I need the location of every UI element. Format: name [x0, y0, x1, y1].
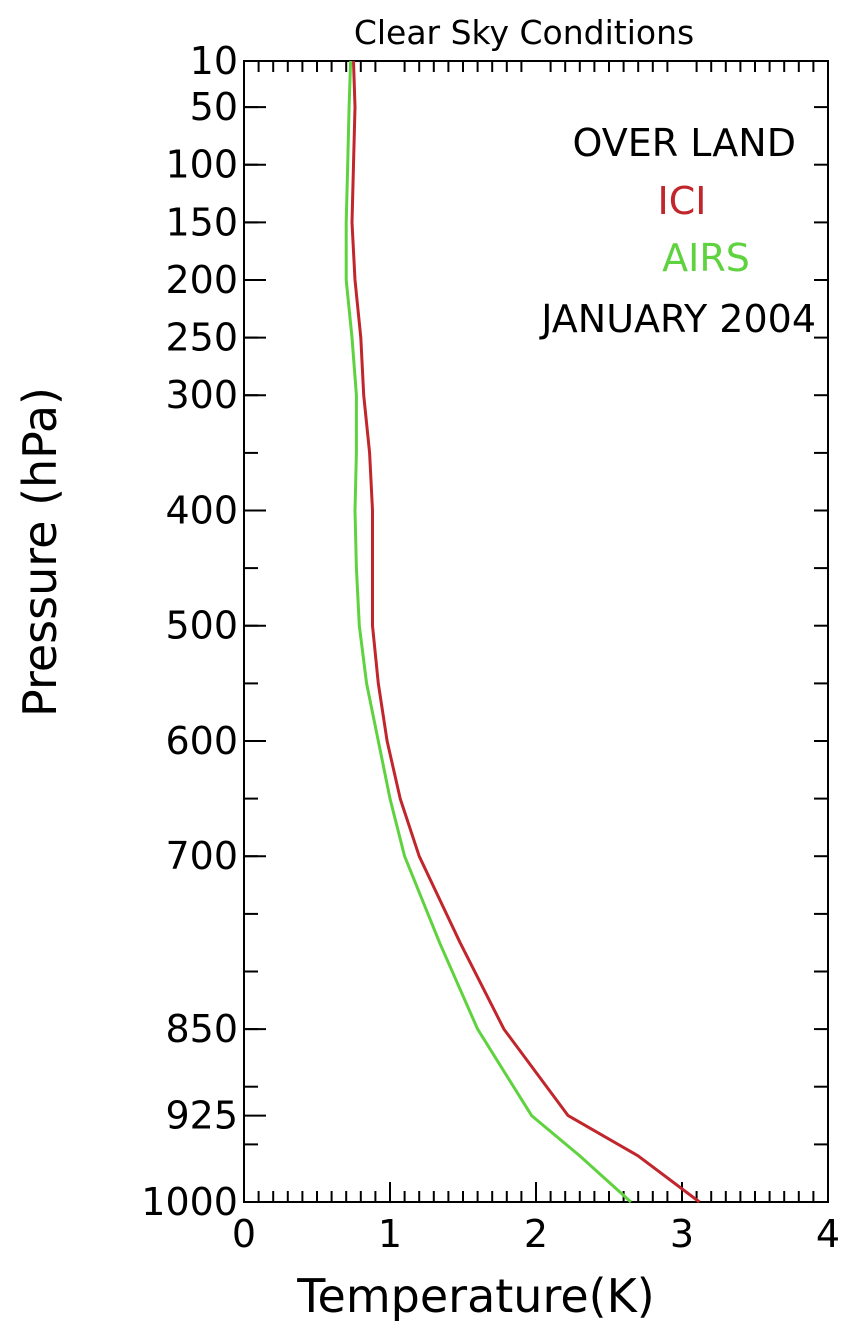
x-tick-label: 4 [816, 1212, 840, 1256]
series-line-airs [344, 60, 632, 1204]
annotation-january-2004: JANUARY 2004 [539, 297, 816, 341]
y-tick-label: 300 [165, 373, 238, 417]
y-tick-label: 1000 [141, 1180, 238, 1224]
y-tick-label: 600 [165, 719, 238, 763]
x-tick-label: 2 [524, 1212, 548, 1256]
y-tick-label: 925 [165, 1094, 238, 1138]
x-tick-label: 3 [670, 1212, 694, 1256]
series-lines [344, 60, 701, 1204]
chart-title: Clear Sky Conditions [354, 13, 694, 52]
y-tick-label: 700 [165, 834, 238, 878]
annotation-over-land: OVER LAND [573, 121, 796, 165]
y-tick-label: 150 [165, 200, 238, 244]
y-tick-label: 400 [165, 489, 238, 533]
y-tick-label: 500 [165, 604, 238, 648]
x-axis-title: Temperature(K) [296, 1269, 654, 1321]
y-tick-label: 50 [190, 85, 238, 129]
annotation-airs: AIRS [662, 236, 750, 280]
plot-frame [243, 60, 829, 1203]
minor-tick-marks [244, 61, 828, 1202]
series-line-ici [350, 60, 701, 1204]
y-tick-label: 250 [165, 316, 238, 360]
y-tick-label: 200 [165, 258, 238, 302]
y-tick-label: 10 [190, 39, 238, 83]
x-axis-ticks: 0 1 2 3 4 [232, 1182, 840, 1256]
y-tick-label: 100 [165, 143, 238, 187]
y-tick-label: 850 [165, 1007, 238, 1051]
x-tick-label: 0 [232, 1212, 256, 1256]
annotation-ici: ICI [658, 179, 707, 223]
y-axis-title: Pressure (hPa) [13, 387, 67, 717]
x-tick-label: 1 [378, 1212, 402, 1256]
